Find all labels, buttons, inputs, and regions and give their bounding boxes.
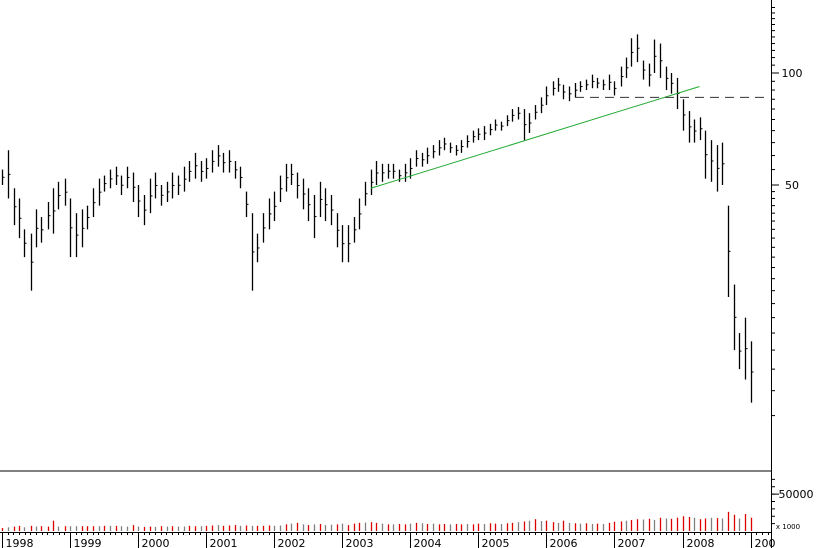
- price-panel: [1, 34, 768, 403]
- price-tick-label: 50: [785, 179, 799, 192]
- year-tick-label: 200: [755, 537, 776, 548]
- year-tick-label: 2005: [482, 537, 510, 548]
- price-tick-label: 100: [782, 67, 803, 80]
- year-tick-label: 2004: [414, 537, 442, 548]
- year-tick-label: 2006: [550, 537, 578, 548]
- year-tick-label: 2008: [687, 537, 715, 548]
- year-tick-label: 2007: [618, 537, 646, 548]
- year-tick-label: 1998: [6, 537, 34, 548]
- year-tick-label: 2000: [142, 537, 170, 548]
- volume-tick-label: 50000: [779, 488, 814, 501]
- trendline: [370, 85, 700, 189]
- year-tick-label: 2003: [346, 537, 374, 548]
- volume-unit-label: x 1000: [776, 523, 800, 531]
- year-tick-label: 1999: [74, 537, 102, 548]
- year-tick-label: 2002: [278, 537, 306, 548]
- volume-panel: [1, 511, 753, 531]
- year-tick-label: 2001: [210, 537, 238, 548]
